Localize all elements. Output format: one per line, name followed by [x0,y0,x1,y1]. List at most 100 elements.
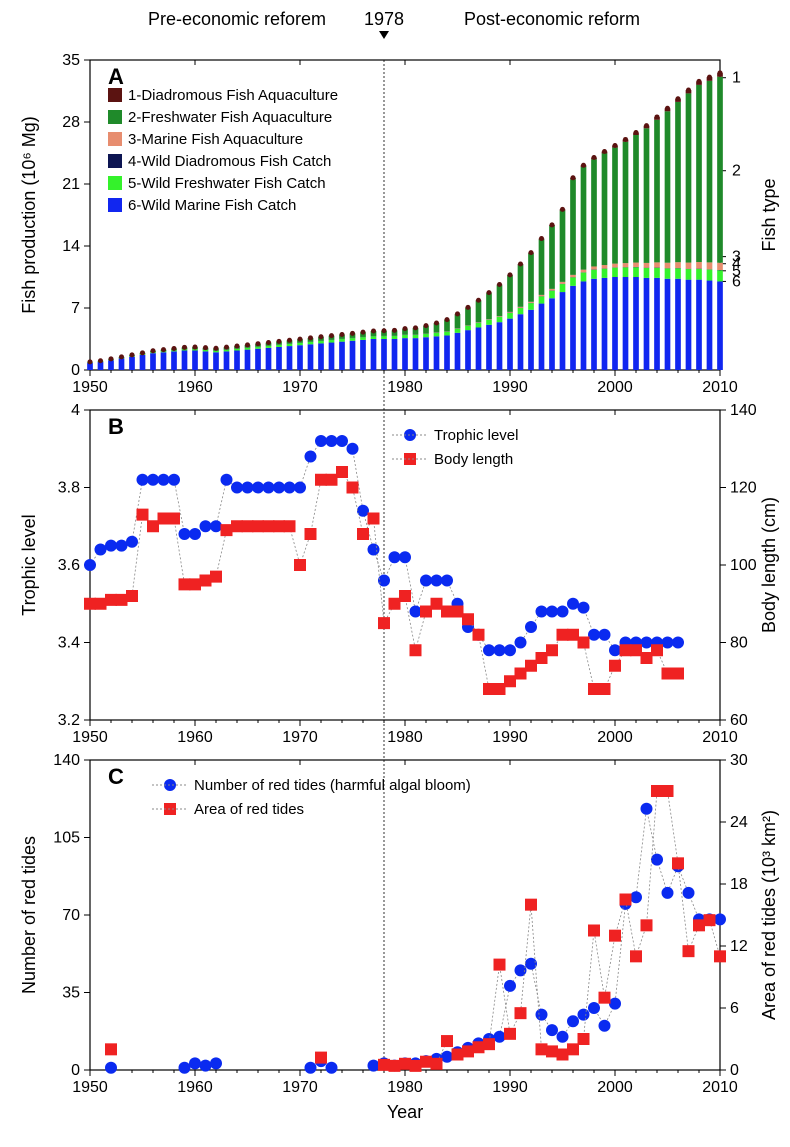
legend-label: Area of red tides [194,801,304,818]
stacked-bar-segment [507,319,513,370]
stacked-bar-segment [402,335,408,338]
trophic-marker [515,637,527,649]
x-tick-label: 1990 [492,379,528,396]
stacked-bar-segment [581,273,587,282]
redtide-area-marker [105,1043,117,1055]
stacked-bar-segment [696,269,702,280]
stacked-bar-segment [696,280,702,370]
body-marker [515,668,527,680]
stacked-bar-segment [308,342,314,344]
stacked-bar-segment [591,270,597,279]
legend-swatch [108,176,122,190]
legend-label: Trophic level [434,427,518,444]
stacked-bar-segment [707,262,713,269]
x-tick-label: 1960 [177,379,213,396]
trophic-marker [105,540,117,552]
x-tick-label: 2010 [702,729,738,746]
stacked-bar-segment [497,322,503,370]
stacked-bar-segment [623,267,629,277]
redtide-number-marker [662,887,674,899]
bar-cap [634,130,639,135]
redtide-area-marker [714,950,726,962]
fishtype-label: 2 [732,163,741,180]
yL-tick-label: 3.4 [58,635,80,652]
stacked-bar-segment [518,314,524,370]
trophic-marker [189,528,201,540]
body-marker [441,606,453,618]
stacked-bar-segment [633,135,639,263]
body-marker [357,528,369,540]
redtide-area-marker [578,1033,590,1045]
stacked-bar-segment [602,278,608,370]
body-marker [662,668,674,680]
stacked-bar-segment [297,345,303,370]
redtide-number-marker [305,1062,317,1074]
bar-cap [655,114,660,119]
bar-cap [539,236,544,241]
yL-axis-label: Trophic level [19,514,39,615]
x-tick-label: 1960 [177,729,213,746]
body-marker [567,629,579,641]
redtide-area-marker [473,1041,485,1053]
redtide-area-marker [410,1060,422,1072]
yL-tick-label: 28 [62,114,80,131]
stacked-bar-segment [654,278,660,370]
stacked-bar-segment [560,284,566,292]
bar-cap [592,155,597,160]
stacked-bar-segment [707,281,713,370]
redtide-number-marker [105,1062,117,1074]
stacked-bar-segment [665,279,671,370]
redtide-number-marker [326,1062,338,1074]
legend-label: 2-Freshwater Fish Aquaculture [128,109,332,126]
body-marker [620,644,632,656]
bar-cap [350,331,355,336]
stacked-bar-segment [633,277,639,370]
redtide-number-marker [525,958,537,970]
x-tick-label: 2010 [702,379,738,396]
stacked-bar-segment [360,337,366,340]
stacked-bar-segment [276,345,282,347]
body-marker [336,466,348,478]
stacked-bar-segment [528,302,534,303]
legend-label: Body length [434,451,513,468]
bar-cap [98,358,103,363]
redtide-area-marker [399,1058,411,1070]
stacked-bar-segment [507,312,513,313]
x-tick-label: 2000 [597,729,633,746]
yR-tick-label: 24 [730,814,748,831]
bar-cap [340,332,345,337]
bar-cap [193,345,198,350]
stacked-bar-segment [633,267,639,277]
stacked-bar-segment [203,351,209,370]
redtide-number-marker [557,1031,569,1043]
x-tick-label: 1990 [492,1079,528,1096]
bar-cap [487,290,492,295]
bar-cap [413,325,418,330]
trophic-marker [504,644,516,656]
body-marker [294,559,306,571]
stacked-bar-segment [612,268,618,277]
stacked-bar-segment [528,254,534,302]
body-marker [588,683,600,695]
stacked-bar-segment [581,281,587,370]
redtide-number-marker [599,1020,611,1032]
bar-cap [382,328,387,333]
body-marker [168,513,180,525]
redtide-area-marker [389,1060,401,1072]
bar-cap [88,359,93,364]
stacked-bar-segment [549,291,555,299]
trophic-marker [242,482,254,494]
stacked-bar-segment [560,211,566,282]
redtide-area-marker [515,1007,527,1019]
redtide-area-marker [557,1049,569,1061]
stacked-bar-segment [140,355,146,370]
stacked-bar-segment [675,268,681,278]
redtide-number-marker [683,887,695,899]
stacked-bar-segment [644,128,650,263]
body-marker [399,590,411,602]
body-marker [242,520,254,532]
trophic-marker [609,644,621,656]
body-marker [252,520,264,532]
stacked-bar-segment [413,335,419,338]
trophic-marker [525,621,537,633]
